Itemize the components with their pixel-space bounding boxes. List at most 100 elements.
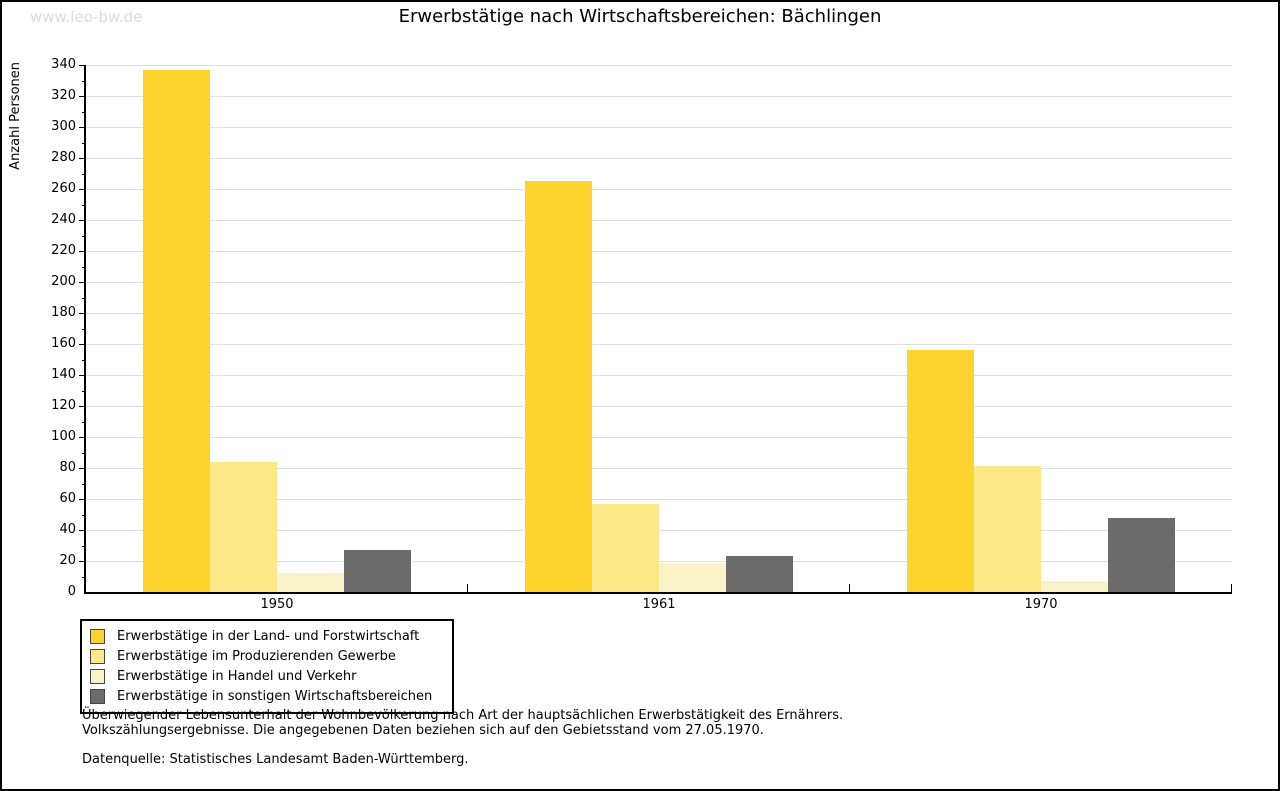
gridline <box>86 158 1232 159</box>
y-tick-minor <box>82 359 86 361</box>
gridline <box>86 251 1232 252</box>
legend-label: Erwerbstätige in der Land- und Forstwirt… <box>117 628 420 644</box>
y-tick-minor <box>82 452 86 454</box>
y-tick-label: 120 <box>51 398 76 413</box>
x-tick-label: 1950 <box>260 597 294 612</box>
y-tick-major <box>79 189 86 190</box>
y-tick-label: 100 <box>51 429 76 444</box>
y-tick-minor <box>82 390 86 392</box>
y-tick-label: 40 <box>59 522 76 537</box>
y-tick-major <box>79 468 86 469</box>
legend-item: Erwerbstätige im Produzierenden Gewerbe <box>90 646 444 666</box>
y-tick-label: 320 <box>51 88 76 103</box>
y-tick-label: 260 <box>51 181 76 196</box>
bar-series3-1950 <box>277 573 344 592</box>
gridline <box>86 468 1232 469</box>
y-tick-label: 20 <box>59 553 76 568</box>
y-tick-label: 220 <box>51 243 76 258</box>
chart-title: Erwerbstätige nach Wirtschaftsbereichen:… <box>398 6 882 27</box>
gridline <box>86 282 1232 283</box>
y-tick-major <box>79 375 86 376</box>
y-tick-major <box>79 65 86 66</box>
y-tick-major <box>79 220 86 221</box>
y-tick-major <box>79 406 86 407</box>
y-tick-major <box>79 530 86 531</box>
y-tick-minor <box>82 80 86 82</box>
gridline <box>86 65 1232 66</box>
x-tick-label: 1970 <box>1024 597 1058 612</box>
legend-item: Erwerbstätige in der Land- und Forstwirt… <box>90 626 444 646</box>
legend-swatch-produzierendes-gewerbe <box>90 648 105 664</box>
y-tick-minor <box>82 483 86 485</box>
gridline <box>86 313 1232 314</box>
y-tick-major <box>79 561 86 562</box>
y-tick-minor <box>82 421 86 423</box>
y-tick-major <box>79 96 86 97</box>
footnote-line-1: Überwiegender Lebensunterhalt der Wohnbe… <box>82 708 844 723</box>
gridline <box>86 344 1232 345</box>
bar-series1-1970 <box>907 350 974 592</box>
bar-series2-1970 <box>974 466 1041 592</box>
x-tick-label: 1961 <box>642 597 676 612</box>
gridline <box>86 561 1232 562</box>
legend-item: Erwerbstätige in sonstigen Wirtschaftsbe… <box>90 686 444 706</box>
y-tick-label: 140 <box>51 367 76 382</box>
legend-label: Erwerbstätige in Handel und Verkehr <box>117 668 357 684</box>
y-tick-label: 340 <box>51 57 76 72</box>
x-axis-divider <box>1231 584 1232 592</box>
x-axis-divider <box>467 584 468 592</box>
footnote-source: Datenquelle: Statistisches Landesamt Bad… <box>82 752 469 767</box>
gridline <box>86 220 1232 221</box>
y-axis-line <box>84 65 86 594</box>
y-tick-minor <box>82 111 86 113</box>
legend-swatch-handel-verkehr <box>90 668 105 684</box>
legend: Erwerbstätige in der Land- und Forstwirt… <box>80 619 454 714</box>
y-tick-major <box>79 158 86 159</box>
y-tick-major <box>79 127 86 128</box>
gridline <box>86 375 1232 376</box>
bar-series1-1961 <box>525 181 592 592</box>
y-tick-minor <box>82 235 86 237</box>
y-tick-minor <box>82 576 86 578</box>
y-tick-minor <box>82 266 86 268</box>
bar-series3-1961 <box>659 562 726 592</box>
y-tick-minor <box>82 514 86 516</box>
gridline <box>86 437 1232 438</box>
y-tick-major <box>79 282 86 283</box>
legend-label: Erwerbstätige im Produzierenden Gewerbe <box>117 648 396 664</box>
y-tick-label: 0 <box>67 584 76 599</box>
y-tick-label: 280 <box>51 150 76 165</box>
x-axis-divider <box>849 584 850 592</box>
y-tick-minor <box>82 328 86 330</box>
y-tick-label: 80 <box>59 460 76 475</box>
bar-series4-1970 <box>1108 517 1175 592</box>
y-tick-minor <box>82 142 86 144</box>
y-tick-major <box>79 313 86 314</box>
bar-series2-1961 <box>592 503 659 592</box>
x-axis-line <box>84 592 1232 594</box>
bar-series2-1950 <box>210 461 277 592</box>
y-tick-label: 160 <box>51 336 76 351</box>
bar-series4-1961 <box>726 556 793 592</box>
legend-item: Erwerbstätige in Handel und Verkehr <box>90 666 444 686</box>
gridline <box>86 406 1232 407</box>
y-tick-minor <box>82 297 86 299</box>
footnote-line-2: Volkszählungsergebnisse. Die angegebenen… <box>82 723 764 738</box>
gridline <box>86 530 1232 531</box>
y-tick-label: 200 <box>51 274 76 289</box>
plot-area <box>84 65 1232 594</box>
bar-series3-1970 <box>1041 581 1108 592</box>
y-tick-major <box>79 344 86 345</box>
y-tick-minor <box>82 204 86 206</box>
watermark: www.leo-bw.de <box>30 8 143 26</box>
y-tick-major <box>79 251 86 252</box>
legend-label: Erwerbstätige in sonstigen Wirtschaftsbe… <box>117 688 433 704</box>
y-tick-minor <box>82 173 86 175</box>
y-tick-label: 180 <box>51 305 76 320</box>
bar-series4-1950 <box>344 550 411 592</box>
y-tick-major <box>79 437 86 438</box>
gridline <box>86 189 1232 190</box>
y-tick-major <box>79 499 86 500</box>
gridline <box>86 499 1232 500</box>
